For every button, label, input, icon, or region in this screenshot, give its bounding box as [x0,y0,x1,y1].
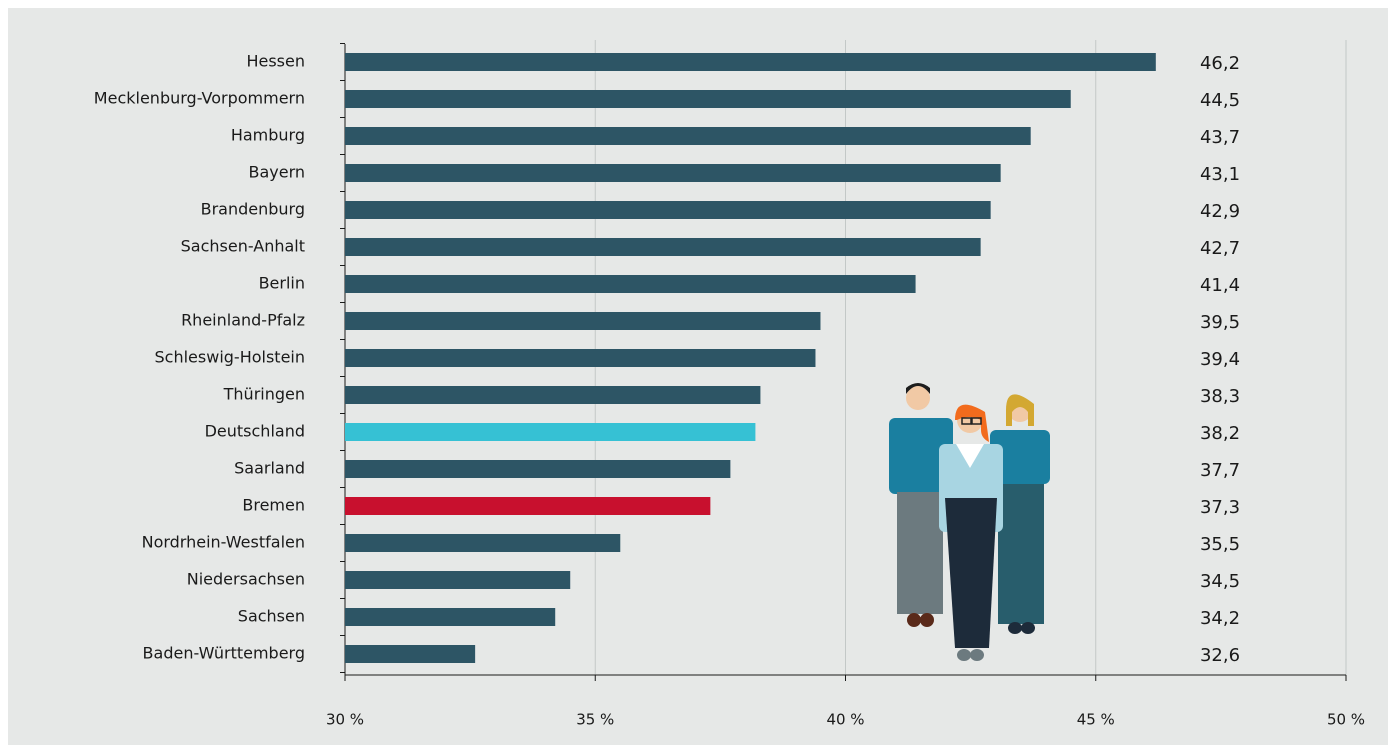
value-label: 38,3 [1200,386,1240,407]
y-tick-label: Rheinland-Pfalz [181,311,305,330]
bar [345,460,730,478]
value-label: 42,7 [1200,238,1240,259]
x-tick-label: 45 % [1077,711,1115,729]
value-label: 44,5 [1200,90,1240,111]
y-tick-label: Sachsen-Anhalt [181,237,305,256]
bar [345,386,760,404]
value-label: 37,7 [1200,460,1240,481]
bar [345,201,991,219]
value-label: 34,2 [1200,608,1240,629]
bar [345,608,555,626]
value-label: 34,5 [1200,571,1240,592]
bar [345,423,755,441]
x-tick-label: 30 % [326,711,364,729]
x-tick-label: 35 % [576,711,614,729]
chart: 30 % 35 % 40 % 45 % 50 % Hessen 46,2 Mecklenbur… [0,0,1388,753]
y-tick-label: Thüringen [223,385,305,404]
bar [345,312,820,330]
y-tick-label: Hamburg [231,126,305,145]
bar [345,90,1071,108]
value-label: 41,4 [1200,275,1240,296]
value-label: 43,1 [1200,164,1240,185]
bar [345,127,1031,145]
y-tick-label: Niedersachsen [187,570,305,589]
y-tick-label: Bremen [242,496,305,515]
y-tick-label: Deutschland [205,422,305,441]
y-tick-label: Sachsen [238,607,305,626]
value-label: 39,5 [1200,312,1240,333]
y-tick-label: Berlin [259,274,305,293]
value-label: 38,2 [1200,423,1240,444]
x-tick-label: 50 % [1327,711,1365,729]
x-tick-label: 40 % [826,711,864,729]
y-tick-label: Brandenburg [201,200,305,219]
bar [345,164,1001,182]
y-tick-label: Schleswig-Holstein [155,348,305,367]
y-tick-label: Mecklenburg-Vorpommern [94,89,305,108]
bar [345,571,570,589]
bar [345,349,815,367]
value-label: 46,2 [1200,53,1240,74]
chart-background [8,8,1388,745]
value-label: 42,9 [1200,201,1240,222]
bar [345,275,916,293]
y-tick-label: Bayern [248,163,305,182]
y-tick-label: Nordrhein-Westfalen [142,533,305,552]
y-tick-label: Baden-Württemberg [143,644,305,663]
value-label: 43,7 [1200,127,1240,148]
bar [345,238,981,256]
bar [345,53,1156,71]
value-label: 32,6 [1200,645,1240,666]
y-tick-label: Saarland [234,459,305,478]
bar [345,645,475,663]
bar [345,534,620,552]
value-label: 37,3 [1200,497,1240,518]
value-label: 39,4 [1200,349,1240,370]
y-tick-label: Hessen [246,52,305,71]
value-label: 35,5 [1200,534,1240,555]
bar [345,497,710,515]
